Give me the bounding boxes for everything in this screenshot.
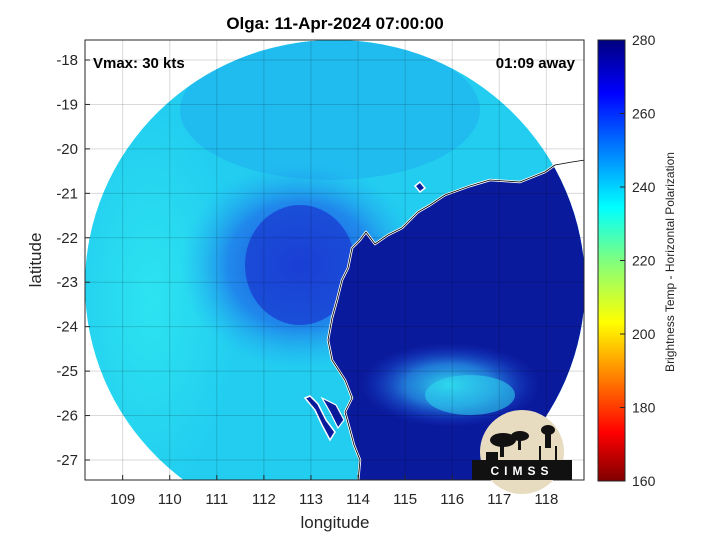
axes-box bbox=[84, 39, 585, 481]
logo-text: CIMSS bbox=[490, 464, 553, 478]
colorbar-tick-label: 180 bbox=[632, 400, 656, 416]
x-tick-label: 115 bbox=[393, 491, 417, 508]
y-tick-label: -27 bbox=[56, 452, 78, 469]
colorbar-tick-label: 200 bbox=[632, 326, 656, 342]
x-tick-label: 114 bbox=[346, 491, 370, 508]
colorbar-label: Brightness Temp - Horizontal Polarizatio… bbox=[663, 152, 677, 372]
logo-silhouette bbox=[486, 425, 557, 460]
x-tick-label: 117 bbox=[487, 491, 511, 508]
storm-core bbox=[245, 205, 355, 325]
x-tick-labels: 109 110 111 112 113 114 115 116 117 118 bbox=[110, 491, 558, 508]
x-tick-label: 110 bbox=[158, 491, 182, 508]
x-tick-label: 118 bbox=[534, 491, 558, 508]
x-tick-label: 109 bbox=[110, 491, 135, 508]
vmax-annotation: Vmax: 30 kts bbox=[93, 55, 185, 72]
microwave-swath bbox=[85, 40, 584, 480]
coastline-inner bbox=[327, 159, 584, 480]
y-axis-label: latitude bbox=[26, 233, 45, 288]
time-away-annotation: 01:09 away bbox=[496, 55, 576, 72]
y-tick-label: -23 bbox=[56, 274, 78, 291]
colorbar-tick-label: 240 bbox=[632, 179, 656, 195]
colorbar-tick-label: 160 bbox=[632, 473, 656, 489]
y-tick-label: -22 bbox=[56, 230, 78, 247]
colorbar-tick-label: 260 bbox=[632, 106, 656, 122]
x-tick-label: 111 bbox=[205, 491, 228, 508]
y-tick-label: -20 bbox=[56, 141, 78, 158]
y-tick-labels: -18 -19 -20 -21 -22 -23 -24 -25 -26 -27 bbox=[56, 52, 78, 469]
y-tick-label: -25 bbox=[56, 363, 78, 380]
figure-title: Olga: 11-Apr-2024 07:00:00 bbox=[226, 14, 443, 33]
colorbar-tick-label: 220 bbox=[632, 253, 656, 269]
island-north bbox=[413, 180, 427, 194]
logo-banner bbox=[472, 460, 572, 480]
x-tick-label: 113 bbox=[299, 491, 323, 508]
peninsula-east bbox=[320, 396, 345, 430]
y-tick-label: -18 bbox=[56, 52, 78, 69]
x-tick-label: 116 bbox=[440, 491, 464, 508]
colorbar-ticks: 280 260 240 220 200 180 160 bbox=[620, 32, 656, 489]
peninsula-shark-bay bbox=[303, 395, 336, 442]
northern-band bbox=[180, 40, 480, 180]
x-axis-label: longitude bbox=[300, 513, 369, 532]
grid-lines bbox=[85, 40, 584, 480]
colorbar-tick-label: 280 bbox=[632, 32, 656, 48]
y-tick-label: -19 bbox=[56, 96, 78, 113]
y-tick-label: -26 bbox=[56, 408, 78, 425]
x-tick-label: 112 bbox=[252, 491, 276, 508]
cimss-logo: CIMSS bbox=[472, 410, 572, 494]
y-tick-label: -21 bbox=[56, 185, 78, 202]
inland-warm-spot bbox=[425, 375, 515, 415]
y-tick-label: -24 bbox=[56, 319, 78, 336]
